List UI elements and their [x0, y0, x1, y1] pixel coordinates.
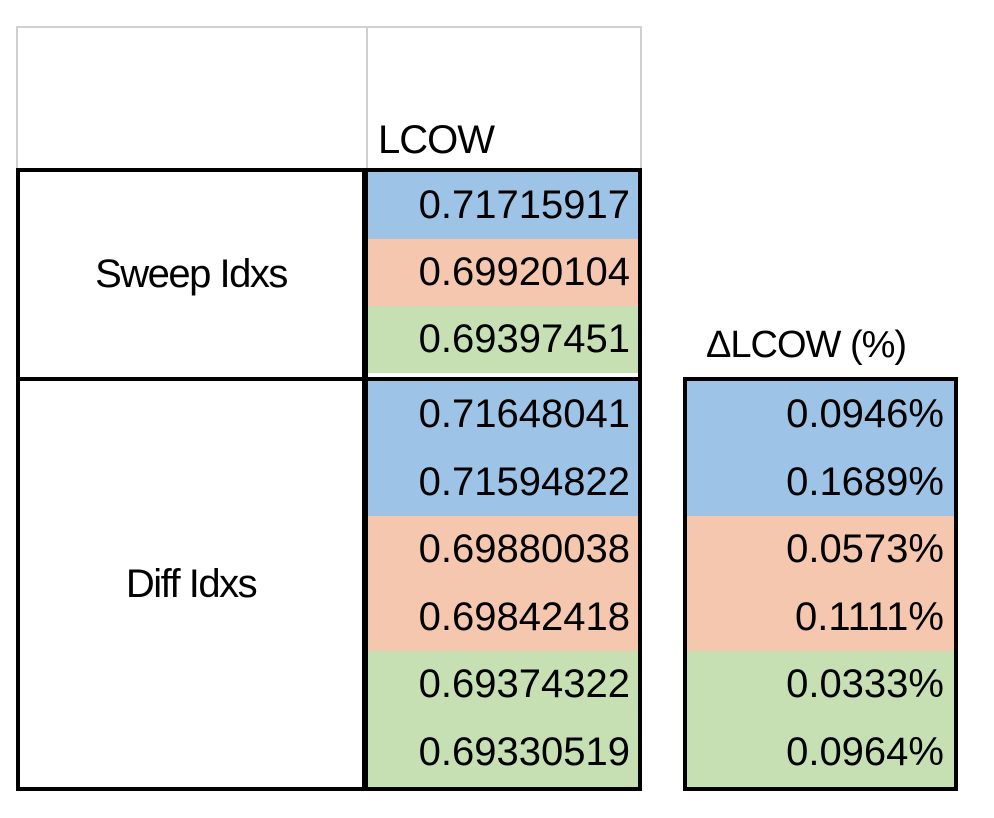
delta-cell: 0.1689% — [687, 448, 954, 517]
lcow-cell: 0.69920104 — [368, 239, 638, 306]
lcow-cell: 0.69330519 — [368, 718, 638, 787]
delta-cell: 0.0333% — [687, 651, 954, 719]
lcow-cell: 0.69397451 — [368, 306, 638, 373]
sweep-lcow-column: 0.71715917 0.69920104 0.69397451 — [364, 168, 642, 381]
delta-cell: 0.1111% — [687, 583, 954, 652]
delta-lcow-column: 0.0946% 0.1689% 0.0573% 0.1111% 0.0333% … — [683, 377, 958, 791]
lcow-cell: 0.69842418 — [368, 583, 638, 652]
lcow-cell: 0.71715917 — [368, 172, 638, 239]
header-grid — [16, 26, 642, 170]
diff-lcow-column: 0.71648041 0.71594822 0.69880038 0.69842… — [364, 377, 642, 791]
delta-lcow-title: ΔLCOW (%) — [706, 324, 907, 366]
sweep-idxs-label: Sweep Idxs — [16, 168, 366, 381]
lcow-cell: 0.71648041 — [368, 381, 638, 449]
header-divider — [366, 26, 368, 170]
lcow-cell: 0.71594822 — [368, 448, 638, 517]
delta-cell: 0.0573% — [687, 516, 954, 584]
delta-cell: 0.0964% — [687, 718, 954, 787]
lcow-column-header: LCOW — [378, 118, 495, 162]
lcow-cell: 0.69880038 — [368, 516, 638, 584]
delta-cell: 0.0946% — [687, 381, 954, 449]
diff-idxs-label: Diff Idxs — [16, 377, 366, 791]
lcow-cell: 0.69374322 — [368, 651, 638, 719]
